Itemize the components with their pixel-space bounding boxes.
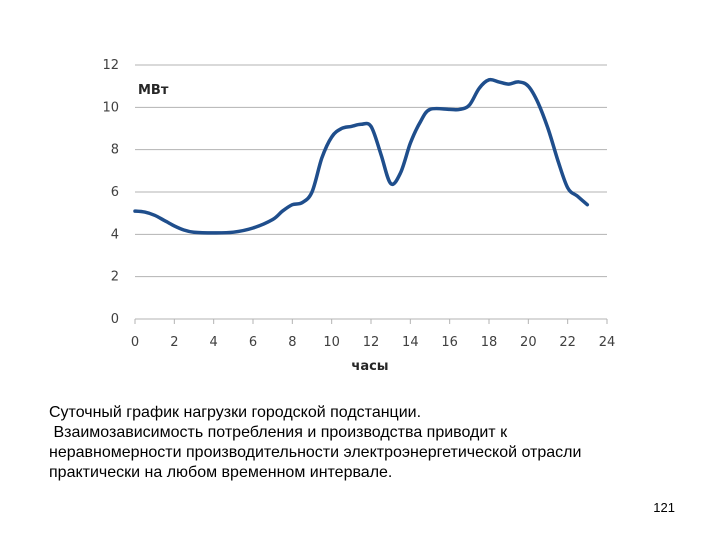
x-tick-label: 12 — [363, 335, 380, 350]
caption: Суточный график нагрузки городской подст… — [49, 403, 669, 483]
x-tick-label: 16 — [441, 335, 458, 350]
caption-line: Суточный график нагрузки городской подст… — [49, 404, 422, 421]
y-tick-label: 0 — [111, 312, 119, 327]
x-tick-label: 4 — [210, 335, 218, 350]
page-number: 121 — [653, 500, 675, 515]
load-series-line — [133, 77, 590, 235]
caption-line: практически на любом временном интервале… — [49, 464, 393, 481]
gridlines — [134, 64, 608, 324]
y-tick-label: 2 — [111, 270, 119, 285]
x-tick-label: 20 — [520, 335, 537, 350]
x-tick-label: 6 — [249, 335, 257, 350]
y-axis-label: МВт — [138, 83, 169, 98]
x-tick-label: 22 — [559, 335, 576, 350]
x-axis-label: часы — [351, 359, 388, 374]
y-tick-label: 8 — [111, 143, 119, 158]
x-tick-label: 8 — [288, 335, 296, 350]
x-tick-label: 18 — [481, 335, 498, 350]
x-tick-label: 2 — [170, 335, 178, 350]
x-tick-label: 0 — [131, 335, 139, 350]
caption-line: Взаимозависимость потребления и производ… — [49, 424, 508, 441]
x-tick-label: 10 — [323, 335, 340, 350]
y-tick-label: 12 — [102, 58, 119, 73]
y-tick-label: 6 — [111, 185, 119, 200]
x-tick-labels: 0 2 4 6 8 10 12 14 16 18 20 22 24 — [131, 335, 615, 350]
y-tick-labels: 0 2 4 6 8 10 12 — [102, 58, 119, 327]
x-tick-label: 24 — [599, 335, 616, 350]
x-tick-label: 14 — [402, 335, 419, 350]
y-tick-label: 4 — [111, 227, 119, 242]
y-tick-label: 10 — [102, 100, 119, 115]
caption-line: неравномерности производительности элект… — [49, 444, 582, 461]
